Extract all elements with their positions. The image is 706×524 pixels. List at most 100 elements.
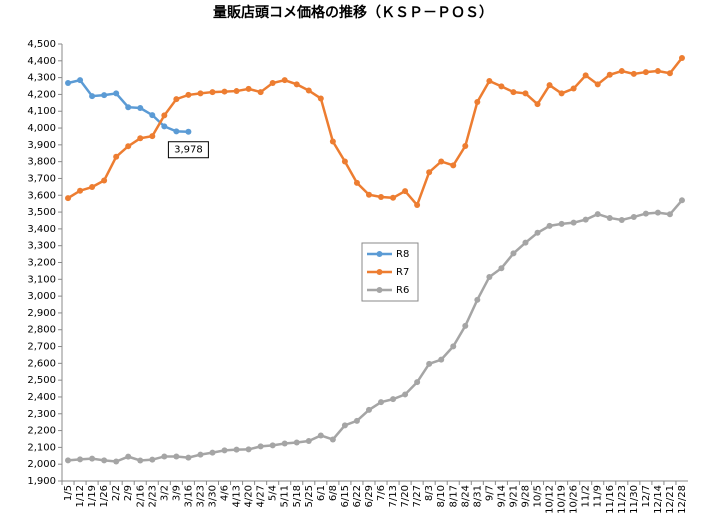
x-tick-label: 10/26	[569, 485, 580, 514]
x-tick-label: 8/24	[460, 485, 471, 507]
point	[510, 89, 517, 96]
point	[77, 187, 84, 194]
x-tick-label: 3/30	[207, 485, 218, 507]
y-tick-label: 4,000	[27, 123, 56, 134]
point	[317, 95, 324, 102]
point	[101, 457, 108, 464]
x-tick-label: 11/23	[617, 485, 628, 514]
point	[305, 437, 312, 444]
x-tick-label: 4/6	[220, 485, 231, 501]
point	[402, 391, 409, 398]
x-tick-label: 6/29	[364, 485, 375, 507]
x-tick-label: 8/3	[424, 485, 435, 501]
point	[534, 229, 541, 236]
point	[173, 96, 180, 103]
x-tick-label: 10/19	[557, 485, 568, 514]
point	[185, 128, 192, 135]
point	[341, 158, 348, 165]
point	[642, 69, 649, 76]
point	[378, 193, 385, 200]
point	[353, 417, 360, 424]
point	[678, 197, 685, 204]
point	[390, 396, 397, 403]
y-tick-label: 4,300	[27, 73, 56, 84]
point	[678, 54, 685, 61]
point	[390, 194, 397, 201]
point	[594, 211, 601, 218]
point	[89, 184, 96, 191]
x-tick-label: 12/21	[665, 485, 676, 514]
point	[89, 93, 96, 100]
point	[113, 458, 120, 465]
point	[450, 162, 457, 169]
point	[89, 455, 96, 462]
y-tick-label: 2,300	[27, 409, 56, 420]
point	[630, 213, 637, 220]
x-tick-label: 11/2	[581, 485, 592, 507]
point	[558, 90, 565, 97]
point	[149, 456, 156, 463]
x-tick-label: 8/17	[448, 485, 459, 507]
y-tick-label: 2,600	[27, 358, 56, 369]
point	[582, 216, 589, 223]
point	[125, 143, 132, 150]
point	[197, 90, 204, 97]
data-label: 3,978	[174, 145, 203, 156]
point	[149, 112, 156, 119]
point	[125, 453, 132, 460]
point	[221, 88, 228, 95]
point	[197, 451, 204, 458]
point	[462, 322, 469, 329]
x-tick-label: 2/23	[147, 485, 158, 507]
x-tick-label: 9/21	[508, 485, 519, 507]
x-tick-label: 11/30	[629, 485, 640, 514]
point	[654, 68, 661, 75]
x-tick-label: 10/12	[545, 485, 556, 514]
y-tick-label: 2,900	[27, 308, 56, 319]
y-tick-label: 2,700	[27, 342, 56, 353]
point	[558, 220, 565, 227]
y-tick-label: 2,500	[27, 375, 56, 386]
point	[281, 77, 288, 84]
y-tick-label: 3,000	[27, 291, 56, 302]
x-tick-label: 1/26	[99, 485, 110, 507]
point	[426, 169, 433, 176]
point	[462, 143, 469, 150]
point	[498, 265, 505, 272]
point	[257, 89, 264, 96]
x-tick-label: 8/31	[472, 485, 483, 507]
legend-label: R7	[396, 267, 409, 278]
point	[486, 273, 493, 280]
x-tick-label: 9/28	[520, 485, 531, 507]
point	[618, 216, 625, 223]
y-tick-label: 4,400	[27, 56, 56, 67]
x-tick-label: 5/25	[304, 485, 315, 507]
point	[161, 453, 168, 460]
x-tick-label: 2/2	[111, 485, 122, 501]
x-tick-label: 7/27	[412, 485, 423, 507]
y-tick-label: 3,200	[27, 258, 56, 269]
point	[365, 406, 372, 413]
x-tick-label: 2/16	[135, 485, 146, 507]
x-tick-label: 4/20	[244, 485, 255, 507]
point	[329, 138, 336, 145]
x-tick-label: 1/5	[63, 485, 74, 501]
point	[305, 87, 312, 94]
point	[245, 85, 252, 92]
y-tick-label: 4,100	[27, 106, 56, 117]
point	[77, 77, 84, 84]
point	[534, 101, 541, 108]
point	[570, 85, 577, 92]
x-tick-label: 2/9	[123, 485, 134, 501]
point	[606, 214, 613, 221]
point	[101, 177, 108, 184]
y-tick-label: 3,500	[27, 207, 56, 218]
y-tick-label: 3,100	[27, 274, 56, 285]
y-tick-label: 2,100	[27, 442, 56, 453]
x-tick-label: 5/18	[292, 485, 303, 507]
point	[65, 195, 72, 202]
point	[185, 454, 192, 461]
y-tick-label: 3,400	[27, 224, 56, 235]
y-tick-label: 3,800	[27, 157, 56, 168]
y-tick-label: 2,000	[27, 459, 56, 470]
